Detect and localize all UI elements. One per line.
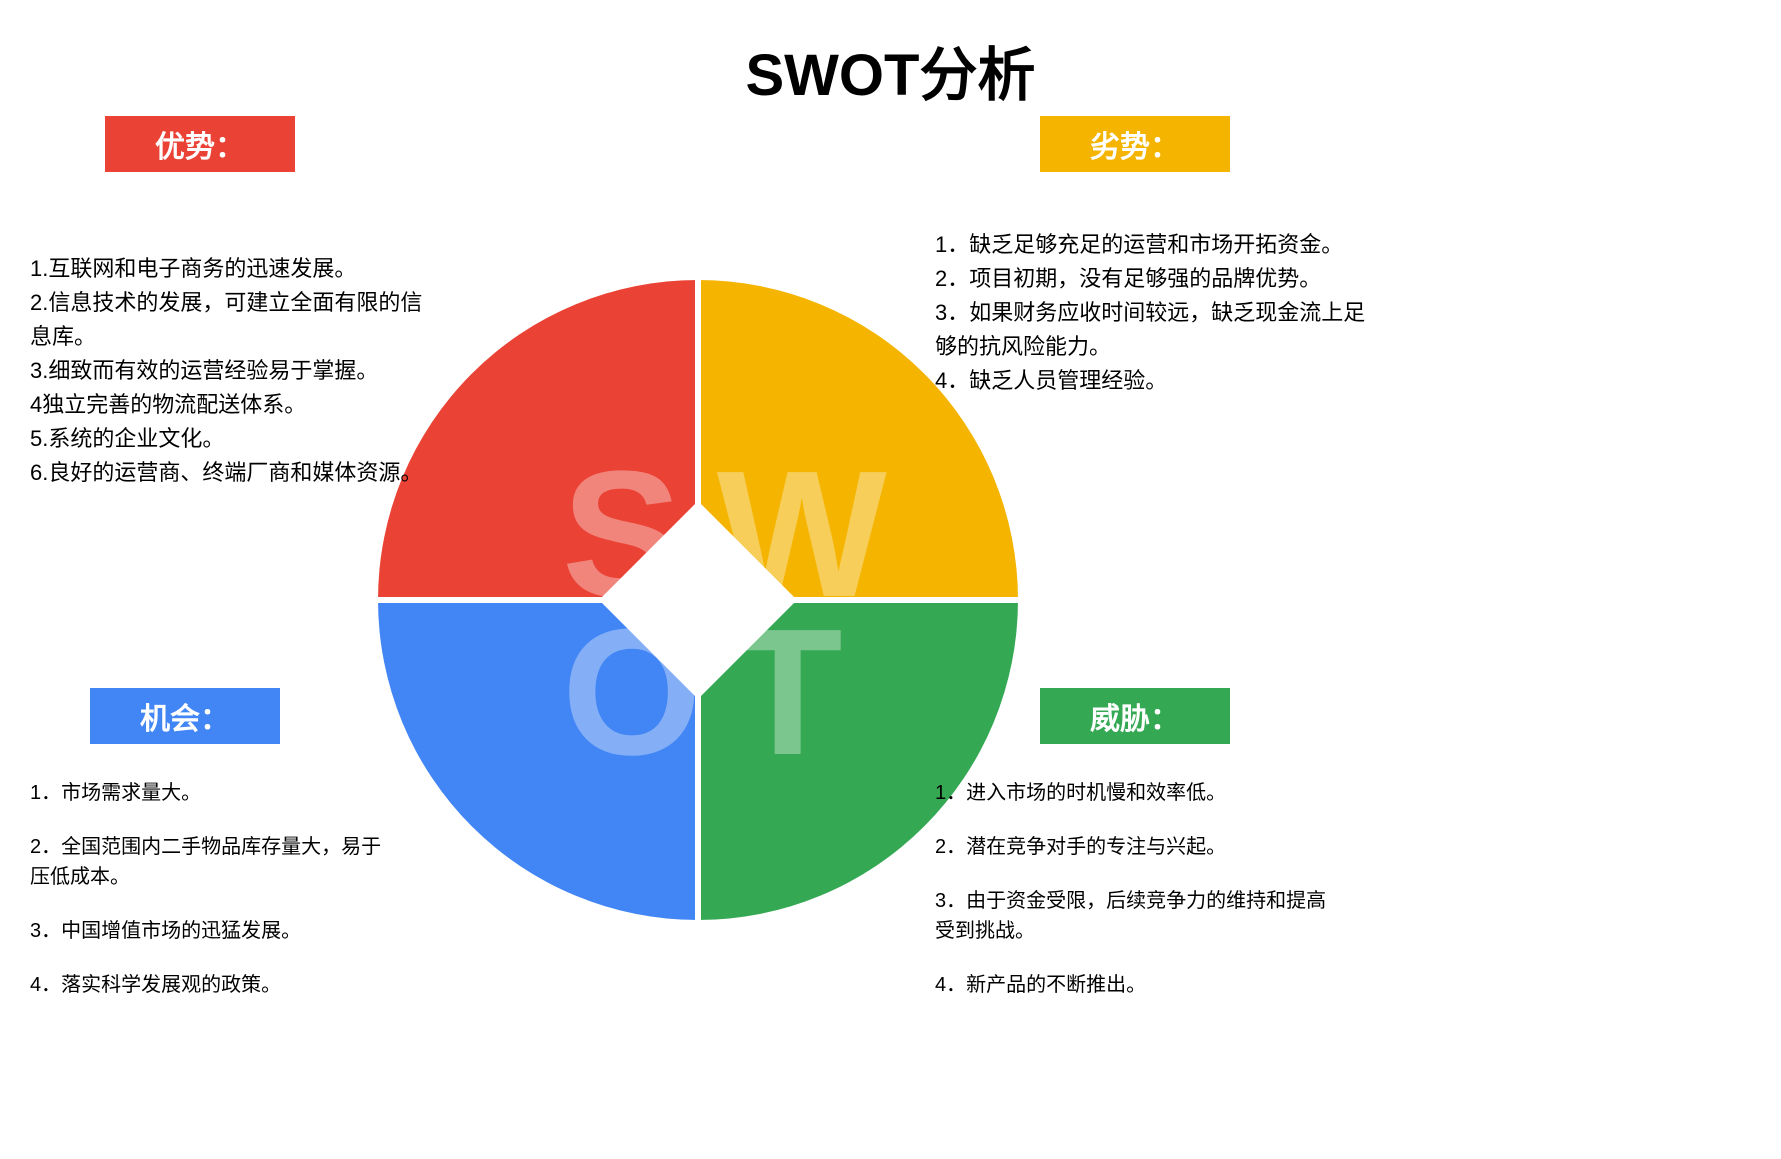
text-line: 1．缺乏足够充足的运营和市场开拓资金。 (935, 228, 1385, 262)
text-line: 4独立完善的物流配送体系。 (30, 388, 430, 422)
text-line: 5.系统的企业文化。 (30, 422, 430, 456)
tag-strengths: 优势： (105, 116, 295, 172)
swot-circle: S W O T (378, 280, 1018, 920)
tag-opportunities: 机会： (90, 688, 280, 744)
tag-weaknesses: 劣势： (1040, 116, 1230, 172)
text-line: 4．落实科学发展观的政策。 (30, 970, 390, 1000)
text-line: 2.信息技术的发展，可建立全面有限的信息库。 (30, 286, 430, 354)
text-line: 3．中国增值市场的迅猛发展。 (30, 916, 390, 946)
text-line: 3．由于资金受限，后续竞争力的维持和提高受到挑战。 (935, 886, 1345, 946)
text-line: 2．项目初期，没有足够强的品牌优势。 (935, 262, 1385, 296)
text-strengths: 1.互联网和电子商务的迅速发展。2.信息技术的发展，可建立全面有限的信息库。3.… (30, 252, 430, 490)
tag-threats: 威胁： (1040, 688, 1230, 744)
quad-opportunities: O (378, 603, 695, 920)
page-title: SWOT分析 (0, 28, 1781, 112)
text-line: 4．缺乏人员管理经验。 (935, 364, 1385, 398)
text-line: 2．全国范围内二手物品库存量大，易于压低成本。 (30, 832, 390, 892)
text-weaknesses: 1．缺乏足够充足的运营和市场开拓资金。2．项目初期，没有足够强的品牌优势。3．如… (935, 228, 1385, 398)
text-line: 2．潜在竞争对手的专注与兴起。 (935, 832, 1345, 862)
text-line: 1．进入市场的时机慢和效率低。 (935, 778, 1345, 808)
text-line: 4．新产品的不断推出。 (935, 970, 1345, 1000)
text-line: 3．如果财务应收时间较远，缺乏现金流上足够的抗风险能力。 (935, 296, 1385, 364)
text-threats: 1．进入市场的时机慢和效率低。 2．潜在竞争对手的专注与兴起。 3．由于资金受限，后… (935, 778, 1345, 1000)
text-line: 6.良好的运营商、终端厂商和媒体资源。 (30, 456, 430, 490)
text-line: 1．市场需求量大。 (30, 778, 390, 808)
text-opportunities: 1．市场需求量大。 2．全国范围内二手物品库存量大，易于压低成本。 3．中国增值市场… (30, 778, 390, 1000)
text-line: 1.互联网和电子商务的迅速发展。 (30, 252, 430, 286)
text-line: 3.细致而有效的运营经验易于掌握。 (30, 354, 430, 388)
